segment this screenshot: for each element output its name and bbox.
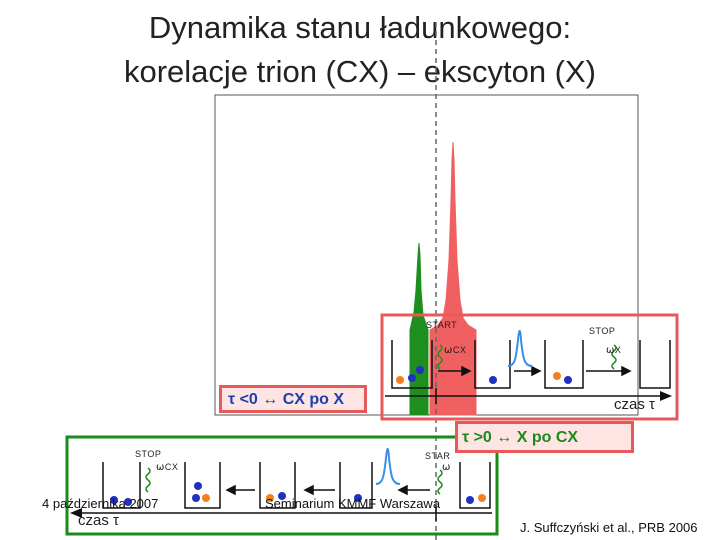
omega-symbol: ω xyxy=(442,462,451,473)
tau-negative-box: τ <0 ↔ CX po X xyxy=(219,385,367,413)
cx-subscript: CX xyxy=(452,345,467,355)
upper-panel-frame xyxy=(380,313,679,421)
stop-sub-upper: ωX xyxy=(606,345,621,356)
red-peak xyxy=(429,141,477,416)
lower-panel-frame xyxy=(65,435,499,536)
cx-subscript: CX xyxy=(164,462,179,472)
x-subscript: X xyxy=(614,345,622,355)
emission-line-icon-upper xyxy=(507,330,533,367)
footer-seminar: Seminarium KMMF Warszawa xyxy=(265,496,441,511)
start-label-lower: STAR xyxy=(425,451,451,461)
tau-positive-box: τ >0 ↔ X po CX xyxy=(455,421,634,453)
omega-symbol: ω xyxy=(156,462,165,473)
omega-symbol: ω xyxy=(606,345,615,356)
slide-title-line-1: Dynamika stanu ładunkowego: xyxy=(148,10,572,45)
footer-citation: J. Suffczyński et al., PRB 2006 xyxy=(520,520,698,535)
stop-sub-lower: ωCX xyxy=(156,462,178,473)
photon-cx-upper xyxy=(437,344,443,370)
stop-label-lower: STOP xyxy=(135,449,162,459)
upper-panel-arrows xyxy=(438,365,632,377)
tau-positive-label: τ >0 ↔ X po CX xyxy=(462,429,579,446)
omega-symbol: ω xyxy=(444,345,453,356)
start-sub-upper: ωCX xyxy=(444,345,466,356)
slide-title-line-2: korelacje trion (CX) – ekscyton (X) xyxy=(123,54,597,89)
emission-line-icon-lower xyxy=(375,448,401,485)
photon-cx-lower xyxy=(145,467,151,493)
lower-panel-wells xyxy=(102,462,491,509)
photon-x-lower xyxy=(437,469,443,495)
lower-panel-arrows xyxy=(225,484,430,496)
upper-panel-wells xyxy=(391,340,671,389)
photon-x-upper xyxy=(611,344,617,370)
start-label-upper: START xyxy=(426,320,458,330)
upper-panel-carriers xyxy=(396,366,572,384)
time-axis-label-lower: czas τ xyxy=(78,512,119,529)
stop-label-upper: STOP xyxy=(589,326,616,336)
lower-panel-carriers xyxy=(110,482,486,506)
tau-negative-label: τ <0 ↔ CX po X xyxy=(228,391,345,408)
footer-date: 4 października 2007 xyxy=(42,496,159,511)
start-omega-lower: ω xyxy=(442,462,451,473)
time-axis-label-upper: czas τ xyxy=(614,396,655,413)
